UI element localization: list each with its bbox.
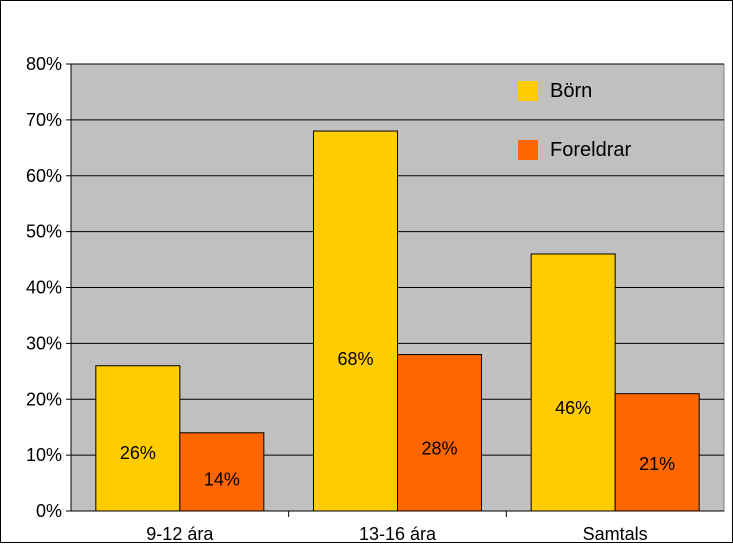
bar-foreldrar-3 xyxy=(614,393,700,512)
data-label: 14% xyxy=(204,470,240,490)
legend-swatch-börn xyxy=(518,81,538,101)
legend-swatch-foreldrar xyxy=(518,140,538,160)
y-tick-label: 20% xyxy=(26,389,62,409)
bar-börn-1 xyxy=(95,365,181,512)
x-axis: 9-12 ára 13-16 ára Samtals xyxy=(71,510,724,544)
y-tick-label: 50% xyxy=(26,222,62,242)
x-tick-label: 9-12 ára xyxy=(146,524,214,544)
bar-foreldrar-1 xyxy=(179,432,265,512)
y-tick-label: 0% xyxy=(36,501,62,521)
bar-börn-3 xyxy=(530,253,616,512)
data-label: 68% xyxy=(337,349,373,369)
y-tick-label: 10% xyxy=(26,445,62,465)
data-label: 21% xyxy=(639,454,675,474)
data-label: 26% xyxy=(120,443,156,463)
bars: 26% 14% 68% 28% 46% 21% xyxy=(95,130,700,512)
y-axis: 0% 10% 20% 30% 40% 50% 60% 70% 80% xyxy=(26,54,72,521)
data-label: 28% xyxy=(421,438,457,458)
y-tick-label: 80% xyxy=(26,54,62,74)
bar-börn-2 xyxy=(313,130,398,512)
data-label: 46% xyxy=(555,398,591,418)
x-tick-label: Samtals xyxy=(583,524,648,544)
legend-label: Börn xyxy=(550,80,592,102)
legend-label: Foreldrar xyxy=(550,139,631,161)
y-tick-label: 30% xyxy=(26,333,62,353)
x-tick-label: 13-16 ára xyxy=(359,524,437,544)
bar-foreldrar-2 xyxy=(397,354,482,512)
y-tick-label: 40% xyxy=(26,278,62,298)
y-tick-label: 70% xyxy=(26,110,62,130)
legend: Börn Foreldrar xyxy=(518,80,631,161)
y-tick-label: 60% xyxy=(26,166,62,186)
